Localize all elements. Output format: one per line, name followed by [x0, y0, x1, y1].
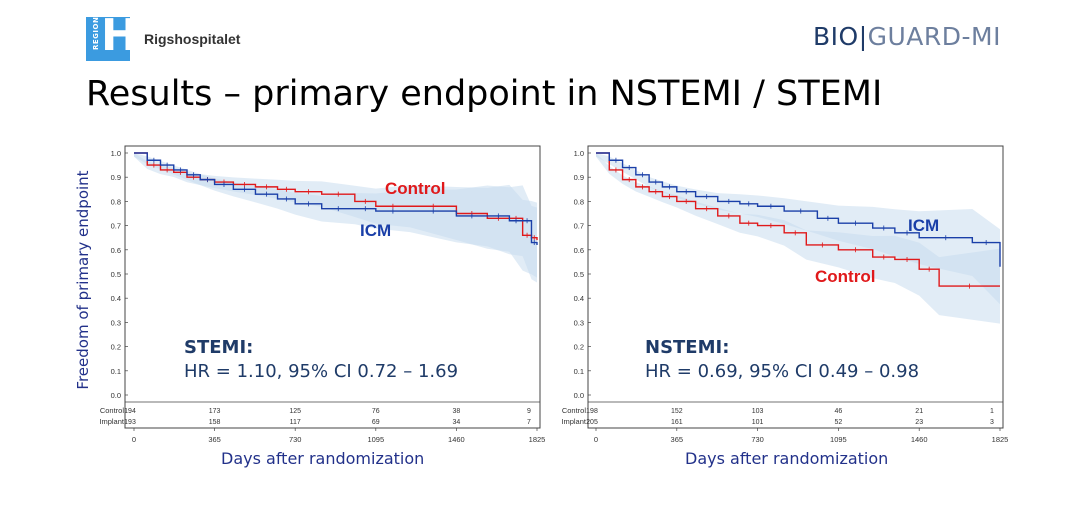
y-tick-label: 0.0 — [111, 391, 121, 400]
risk-count: 161 — [671, 419, 683, 426]
risk-count: 205 — [586, 419, 598, 426]
y-tick-label: 1.0 — [111, 149, 121, 158]
y-tick-label: 0.6 — [111, 246, 121, 255]
risk-count: 152 — [671, 408, 683, 415]
y-tick-label: 0.3 — [111, 318, 121, 327]
bioguard-mi-logo: BIO|GUARD-MI — [813, 22, 1001, 51]
x-tick-label: 365 — [671, 435, 684, 444]
risk-count: 193 — [124, 419, 136, 426]
risk-count: 9 — [527, 408, 531, 415]
x-tick-label: 365 — [208, 435, 221, 444]
risk-count: 198 — [586, 408, 598, 415]
y-tick-label: 0.8 — [574, 197, 584, 206]
y-tick-label: 0.1 — [574, 367, 584, 376]
risk-count: 103 — [752, 408, 764, 415]
y-tick-label: 0.4 — [111, 294, 121, 303]
region-h-badge: REGION H — [86, 14, 138, 61]
risk-row-label: Implant — [99, 417, 125, 426]
x-tick-label: 0 — [594, 435, 598, 444]
risk-count: 23 — [915, 419, 923, 426]
km-curve-control — [134, 152, 538, 241]
y-tick-label: 0.4 — [574, 294, 584, 303]
logo-part-guard: GUARD-MI — [867, 22, 1001, 51]
km-curve-icm — [134, 152, 538, 245]
y-tick-label: 0.9 — [574, 173, 584, 182]
y-tick-label: 0.9 — [111, 173, 121, 182]
risk-count: 76 — [372, 408, 380, 415]
risk-count: 38 — [453, 408, 461, 415]
y-tick-label: 0.2 — [574, 343, 584, 352]
plot-frame — [587, 145, 1004, 429]
y-tick-label: 0.1 — [111, 367, 121, 376]
km-curve-icm — [596, 152, 1001, 267]
risk-count: 34 — [453, 419, 461, 426]
x-tick-label: 1095 — [367, 435, 384, 444]
y-tick-label: 0.8 — [111, 197, 121, 206]
risk-count: 194 — [124, 408, 136, 415]
stemi-hr: HR = 1.10, 95% CI 0.72 – 1.69 — [184, 361, 459, 382]
x-axis-label-stemi: Days after randomization — [221, 449, 425, 468]
risk-count: 158 — [209, 419, 221, 426]
risk-count: 3 — [990, 419, 994, 426]
slide-title: Results – primary endpoint in NSTEMI / S… — [86, 74, 883, 114]
risk-count: 21 — [915, 408, 923, 415]
km-panel-nstemi: 0.0 0.1 0.2 0.3 0.4 0.5 0.6 0.7 0.8 0.9 1.0 0 365 730… — [561, 145, 1009, 444]
risk-row-label: Control — [562, 406, 587, 415]
y-tick-label: 0.2 — [111, 343, 121, 352]
region-h-letter: H — [101, 10, 138, 61]
risk-count: 173 — [209, 408, 221, 415]
control-curve-label: Control — [815, 267, 875, 286]
y-tick-label: 0.7 — [111, 222, 121, 231]
risk-row-label: Control — [100, 406, 125, 415]
y-tick-label: 0.7 — [574, 222, 584, 231]
risk-count: 52 — [835, 419, 843, 426]
icm-curve-label: ICM — [360, 221, 391, 240]
control-curve-label: Control — [385, 179, 445, 198]
icm-curve-label: ICM — [908, 216, 939, 235]
nstemi-hr: HR = 0.69, 95% CI 0.49 – 0.98 — [645, 361, 920, 382]
risk-count: 101 — [752, 419, 764, 426]
x-tick-label: 730 — [751, 435, 764, 444]
plot-frame — [124, 145, 541, 429]
rigshospitalet-name: Rigshospitalet — [144, 31, 241, 47]
y-tick-label: 1.0 — [574, 149, 584, 158]
x-axis-label-nstemi: Days after randomization — [685, 449, 889, 468]
logo-part-bio: BIO — [813, 22, 859, 51]
logo-separator: | — [858, 22, 868, 51]
y-tick-label: 0.5 — [574, 270, 584, 279]
x-tick-label: 1095 — [830, 435, 847, 444]
stemi-heading: STEMI: — [184, 337, 254, 358]
ci-band-control — [596, 153, 1000, 324]
risk-row-label: Implant — [561, 417, 587, 426]
x-tick-label: 1460 — [911, 435, 928, 444]
stemi-stats: STEMI: HR = 1.10, 95% CI 0.72 – 1.69 — [184, 336, 458, 384]
risk-count: 125 — [289, 408, 301, 415]
ci-band-icm — [134, 153, 537, 283]
y-tick-label: 0.0 — [574, 391, 584, 400]
x-tick-label: 1825 — [992, 435, 1009, 444]
nstemi-heading: NSTEMI: — [645, 337, 730, 358]
km-curve-control — [596, 152, 1000, 287]
risk-count: 7 — [527, 419, 531, 426]
y-tick-label: 0.6 — [574, 246, 584, 255]
y-tick-label: 0.5 — [111, 270, 121, 279]
x-tick-label: 0 — [132, 435, 136, 444]
risk-count: 69 — [372, 419, 380, 426]
x-tick-label: 1460 — [448, 435, 465, 444]
risk-count: 46 — [835, 408, 843, 415]
km-panel-stemi: 0.0 0.1 0.2 0.3 0.4 0.5 0.6 0.7 0.8 0.9 1.0 0 365 730… — [99, 145, 546, 444]
risk-count: 1 — [990, 408, 994, 415]
y-tick-label: 0.3 — [574, 318, 584, 327]
x-tick-label: 1825 — [529, 435, 546, 444]
risk-count: 117 — [290, 419, 301, 426]
ci-band-icm — [596, 153, 1000, 305]
nstemi-stats: NSTEMI: HR = 0.69, 95% CI 0.49 – 0.98 — [645, 336, 919, 384]
x-tick-label: 730 — [289, 435, 302, 444]
